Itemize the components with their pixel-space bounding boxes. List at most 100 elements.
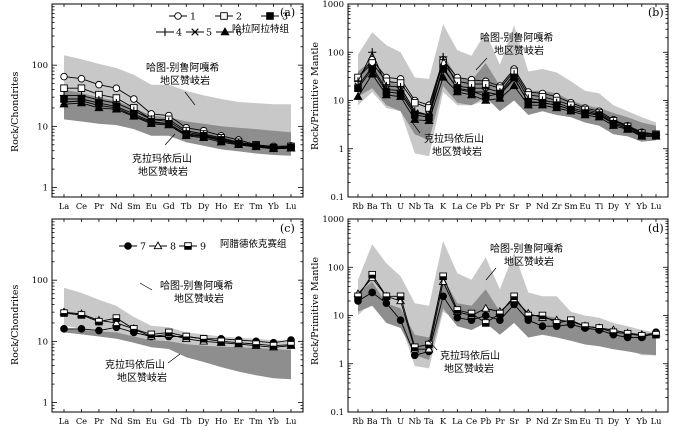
panel-d-series-9-point xyxy=(510,292,518,301)
panel-b-y-tick-label: 1 xyxy=(339,145,344,155)
panel-c-series-9-point xyxy=(199,335,208,343)
panel-a-annotation-lower-line2: 地区赞岐岩 xyxy=(138,165,188,178)
panel-b-x-tick-label: Sr xyxy=(509,201,519,211)
panel-b-x-tick-label: P xyxy=(525,201,531,211)
panel-b-x-tick-label: Eu xyxy=(579,201,591,211)
panel-d-series-9-point xyxy=(538,311,547,320)
panel-a-y-tick-label: 10 xyxy=(37,122,48,132)
panel-b-x-tick-label: Y xyxy=(624,201,631,211)
panel-c-y-tick-label: 100 xyxy=(32,276,48,286)
panel-a-legend-label-3: 3 xyxy=(282,12,288,23)
panel-b-series-6-line xyxy=(357,73,656,137)
panel-a-series-1-point xyxy=(130,95,138,103)
panel-b-series-4-point xyxy=(481,84,490,93)
panel-b-series-6-point xyxy=(623,124,633,133)
panel-d-x-tick-label: Ba xyxy=(367,416,378,426)
panel-a: 1 10 100 La Ce Pr Nd Sm Eu Gd Tb Dy Ho Er Tm Yb Lu (a) R… xyxy=(10,3,304,211)
panel-b-x-tick-label: U xyxy=(397,201,404,211)
panel-a-upper-leader xyxy=(184,91,196,106)
panel-d-annotation-upper-line1: 哈图-别鲁阿嘎希 xyxy=(490,242,563,255)
panel-b-x-tick-label: Sm xyxy=(564,201,578,211)
panel-a-y-tick-label: 100 xyxy=(32,61,48,71)
panel-b-series xyxy=(353,48,661,140)
panel-c-x-tick-label: Gd xyxy=(163,416,176,426)
panel-d-x-tick-label: Eu xyxy=(579,416,591,426)
panel-c-series-9-point xyxy=(217,337,225,346)
panel-a-series xyxy=(59,72,296,153)
panel-b: 0.1 1 10 100 1000 Rb Ba Th U Nb Ta K La Ce Pb Pr Sr P Nd Zr… xyxy=(310,0,669,211)
panel-d-series-9-point xyxy=(581,322,589,330)
panel-d-series-9-point xyxy=(652,330,660,339)
panel-c-x-tick-label: Yb xyxy=(267,416,279,426)
panel-b-series-6-point xyxy=(367,69,377,78)
panel-b-x-tick-label: Ce xyxy=(466,201,477,211)
panel-c-legend: 阿腊德依克赛组 7 8 9 xyxy=(119,238,287,253)
panel-b-series-2-line xyxy=(357,62,657,135)
panel-b-series-6-point xyxy=(651,131,661,140)
panel-d-series-9-point xyxy=(467,309,476,318)
panel-c-series-9-point xyxy=(77,311,86,319)
panel-b-annotation-lower-line1: 克拉玛依后山 xyxy=(424,132,484,145)
panel-b-series-4-line xyxy=(357,51,657,136)
panel-b-x-tick-label: Yb xyxy=(635,201,647,211)
panel-b-annotation-upper-line1: 哈图-别鲁阿嘎希 xyxy=(480,31,553,44)
panel-a-x-tick-label: Gd xyxy=(163,201,176,211)
panel-d-series-9-point xyxy=(552,319,561,327)
panel-c-series-7-point xyxy=(60,325,68,333)
panel-b-series-4-point xyxy=(396,82,405,92)
panel-d-series-9-point xyxy=(354,292,362,301)
panel-a-legend-label-1: 1 xyxy=(190,12,196,23)
panel-a-series-6-point xyxy=(59,99,69,108)
panel-c-label: (c) xyxy=(280,222,295,235)
panel-c-x-tick-label: Dy xyxy=(198,416,210,426)
panel-c-x-tick-label: Nd xyxy=(110,416,123,426)
panel-a-series-1-point xyxy=(95,80,103,89)
panel-c-series-7-point xyxy=(95,326,103,335)
panel-b-lower-leader xyxy=(411,121,421,134)
panel-d-x-tick-label: Sm xyxy=(564,416,578,426)
panel-b-series-6-point xyxy=(509,81,519,90)
panel-b-series-5-point xyxy=(368,63,376,71)
panel-b-y-tick-label: 10 xyxy=(333,97,344,107)
panel-b-series-6-point xyxy=(381,90,391,99)
panel-b-series-6-point xyxy=(523,100,533,109)
panel-d-series-9-point xyxy=(425,340,433,349)
panel-c-x-tick-label: La xyxy=(59,416,70,426)
panel-a-series-1-point xyxy=(60,72,68,81)
panel-b-series-6-point xyxy=(552,103,562,112)
panel-d-annotation-lower-line2: 地区赞岐岩 xyxy=(444,362,494,375)
panel-a-x-tick-label: Lu xyxy=(286,201,298,211)
panel-d-series-9-point xyxy=(368,270,376,279)
panel-d-series-7-point xyxy=(481,311,490,320)
panel-c-x-tick-label: Ce xyxy=(76,416,87,426)
panel-d-x-tick-label: La xyxy=(452,416,463,426)
panel-a-field-light xyxy=(64,55,291,140)
panel-a-x-tick-label: Dy xyxy=(198,201,210,211)
panel-a-legend-title: 哈拉阿拉特组 xyxy=(232,23,290,35)
panel-d-series-7-point xyxy=(396,316,405,324)
panel-d-x-tick-label: Pr xyxy=(495,416,505,426)
panel-b-series-6-point xyxy=(424,115,434,124)
panel-c-series-9-point xyxy=(234,338,243,347)
panel-a-x-tick-label: Yb xyxy=(267,201,279,211)
panel-b-series-6-point xyxy=(410,114,420,123)
panel-b-series-6-point xyxy=(396,91,406,100)
panel-a-series-6-point xyxy=(268,143,279,152)
panel-b-series-2-point xyxy=(411,98,419,107)
panel-c-legend-label-7: 7 xyxy=(140,242,146,253)
panel-c: 1 10 100 La Ce Pr Nd Sm Eu Gd Tb Dy Ho Er Tm Yb Lu (c) R… xyxy=(10,218,304,426)
panel-a-legend-marker-3 xyxy=(266,12,274,20)
panel-d-label: (d) xyxy=(648,222,664,235)
panel-b-x-tick-label: Pr xyxy=(495,201,505,211)
panel-d-series-9-point xyxy=(567,316,575,324)
panel-a-x-tick-label: Ce xyxy=(76,201,87,211)
panel-d-lower-leader xyxy=(427,339,438,351)
panel-d-y-tick-label: 100 xyxy=(328,263,344,273)
panel-d-x-tick-label: Rb xyxy=(352,416,364,426)
panel-b-y-tick-label: 1000 xyxy=(322,0,344,10)
panel-c-y-tick-label: 10 xyxy=(37,337,48,347)
panel-d-annotation-lower-line1: 克拉玛依后山 xyxy=(440,349,500,362)
panel-c-series-9-point xyxy=(269,341,278,350)
panel-c-lower-leader xyxy=(167,353,181,364)
